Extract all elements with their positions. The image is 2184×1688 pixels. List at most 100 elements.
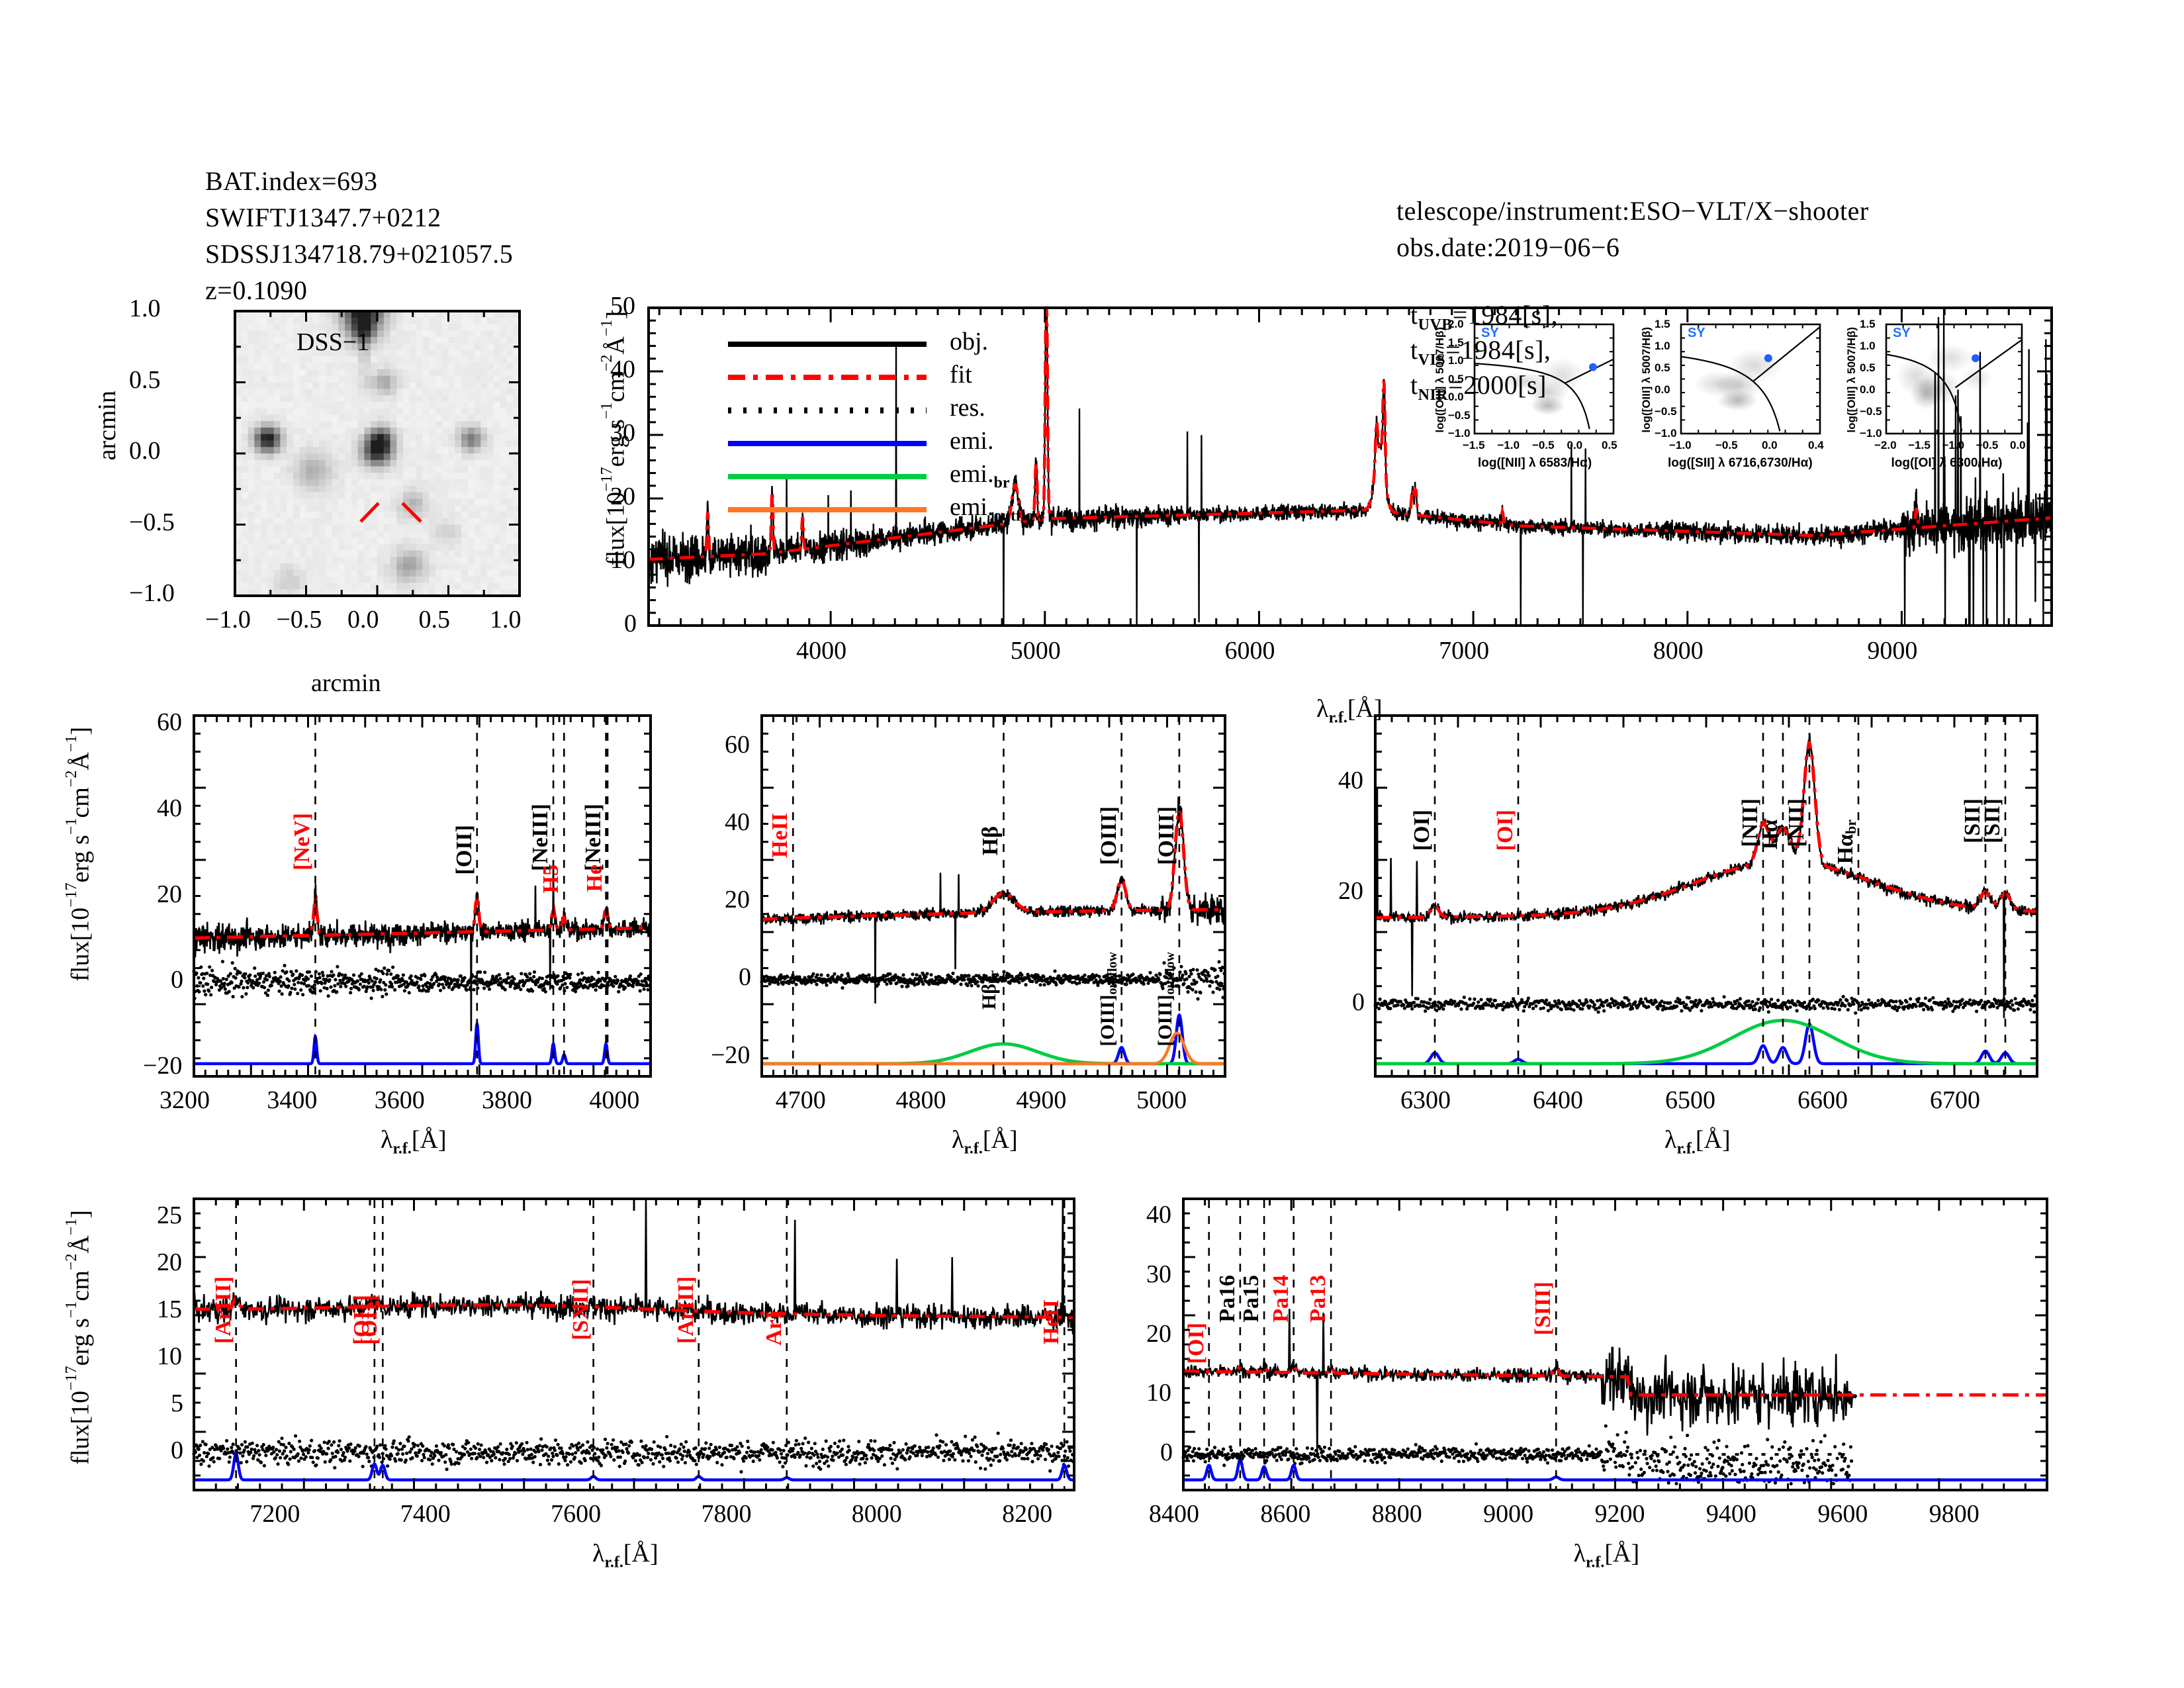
zoom-residual-dots	[1181, 1424, 1854, 1485]
zoom-ytick: 60	[725, 730, 750, 759]
zoom-residual-dots	[192, 960, 652, 1000]
zoom-xtick: 4000	[589, 1086, 640, 1114]
line-label: H5	[539, 865, 564, 893]
exp-vis-sub: VIS	[1418, 352, 1446, 369]
zoom-xlabel: λr.f.[Å]	[381, 1125, 447, 1158]
redshift: z=0.1090	[205, 275, 308, 305]
main-xtick: 9000	[1867, 637, 1918, 665]
bpt-xlabel: log([NII] λ 6583/Hα)	[1478, 456, 1592, 470]
xlabel-unit: [Å]	[1604, 1540, 1640, 1568]
line-label: [SII]	[1980, 798, 2005, 843]
xlabel-unit: [Å]	[982, 1126, 1018, 1154]
bpt-seyfert-liner-line	[1752, 326, 1820, 382]
zoom-panel-hbeta	[760, 714, 1227, 1078]
zoom-ytick: 20	[1146, 1319, 1171, 1348]
dss-xtick: −0.5	[276, 606, 322, 633]
zoom-ytick: 40	[1338, 766, 1363, 794]
zoom-xtick: 8200	[1002, 1500, 1053, 1528]
zoom-panel-halpha	[1373, 714, 2039, 1078]
zoom-ytick: −20	[143, 1052, 183, 1080]
line-label-text: Pa16	[1214, 1275, 1240, 1323]
zoom-xtick: 3800	[482, 1086, 533, 1114]
line-label-text: HeII	[1039, 1299, 1064, 1344]
zoom-residual-dots	[1373, 994, 2038, 1015]
sdss-name: SDSSJ134718.79+021057.5	[205, 239, 514, 269]
bpt-ytick: 0.0	[1655, 383, 1670, 396]
line-label: Pa15	[1239, 1275, 1264, 1323]
zoom-xtick: 9800	[1929, 1500, 1979, 1528]
zoom-ytick: 10	[157, 1342, 182, 1371]
bpt-class-label: SY	[1893, 326, 1911, 340]
main-ytick: 10	[610, 546, 635, 574]
zoom-obj-trace	[1374, 733, 2038, 1019]
main-xtick: 7000	[1439, 637, 1490, 665]
line-label: HeII	[768, 813, 793, 858]
main-spectrum-panel	[635, 301, 2065, 659]
zoom-ytick: 20	[157, 880, 182, 908]
zoom-xtick: 6400	[1533, 1086, 1583, 1114]
zoom-ytick: 40	[1146, 1200, 1171, 1229]
line-label-text: [ArIII]	[210, 1276, 236, 1344]
line-label: [OIII]	[1154, 806, 1179, 865]
line-label: Hβ	[978, 826, 1003, 855]
line-label: [ArIII]	[674, 1276, 699, 1344]
bpt-seyfert-liner-line	[1954, 339, 2022, 389]
line-label: [OI]	[1410, 810, 1435, 851]
zoom-panel-nir1	[192, 1197, 1076, 1492]
zoom-ylabel: flux[10−17erg s−1cm−2Å−1]	[63, 1210, 95, 1465]
zoom-panel-frame	[1374, 714, 2038, 1078]
legend-label: res.	[950, 394, 985, 422]
xlabel-lambda: λ	[1664, 1126, 1677, 1154]
zoom-xtick: 7400	[400, 1500, 451, 1528]
zoom-emi-narrow	[194, 1019, 651, 1066]
line-label: [NeV]	[290, 813, 315, 870]
zoom-xtick: 7600	[551, 1500, 602, 1528]
zoom-xtick: 8400	[1149, 1500, 1199, 1528]
line-label-text: [SII]	[1980, 798, 2005, 844]
zoom-ytick: 0	[1352, 988, 1365, 1016]
xlabel-sub: r.f.	[604, 1554, 623, 1571]
bpt-ytick: −0.5	[1860, 405, 1882, 418]
line-label-text: Hβ	[978, 826, 1003, 856]
line-label: Hαbr	[1833, 820, 1860, 864]
legend-item-res: res.	[950, 393, 985, 422]
ylabel-e1: −1	[598, 402, 615, 420]
zoom-emi-outflow	[762, 1031, 1225, 1066]
bpt-xtick: −1.0	[1497, 439, 1520, 451]
bpt-ylabel: log([OIII] λ 5007/Hβ)	[1433, 327, 1446, 433]
exp-vis-val: =1984[s],	[1445, 335, 1551, 365]
bpt-xtick: 0.0	[1567, 439, 1583, 451]
ylabel-e3: −1	[598, 319, 615, 337]
zoom-panel-frame	[760, 714, 1226, 1078]
main-xtick: 8000	[1653, 637, 1704, 665]
bpt-xtick: −2.0	[1874, 439, 1897, 451]
xlabel-lambda: λ	[592, 1540, 605, 1568]
zoom-xtick: 6300	[1400, 1086, 1451, 1114]
dss-ytick: 0.0	[129, 437, 161, 465]
line-label-sub: br	[1842, 820, 1859, 834]
zoom-obj-trace	[193, 1198, 1075, 1335]
bpt-xtick: −1.5	[1463, 439, 1485, 451]
line-label: HeII	[1039, 1299, 1064, 1344]
zoom-ytick: 60	[157, 708, 182, 736]
line-label: [SIII]	[1531, 1282, 1556, 1335]
bpt-ytick: 0.5	[1655, 361, 1670, 374]
zoom-panel-frame	[193, 714, 652, 1078]
legend-item-emi: emi.br	[950, 459, 1009, 492]
line-label-text: [OI]	[1410, 810, 1434, 851]
dss-ytick: −1.0	[129, 579, 175, 607]
exp-vis-t: t	[1410, 335, 1418, 365]
zoom-ytick: 15	[157, 1295, 182, 1324]
zoom-xtick: 3600	[374, 1086, 425, 1114]
bpt-ytick: 1.0	[1860, 340, 1876, 352]
zoom-panel-frame	[193, 1197, 1075, 1491]
bpt-ytick: −0.5	[1655, 405, 1677, 418]
zoom-xtick: 9600	[1817, 1500, 1868, 1528]
line-label: [OIII]	[1097, 806, 1122, 865]
bpt-ytick: −1.0	[1448, 427, 1471, 440]
main-xlabel: λr.f.[Å]	[1304, 665, 1383, 727]
line-label: ArI	[762, 1311, 787, 1346]
legend-label: emi.	[950, 427, 994, 455]
bpt-ytick: 1.5	[1655, 318, 1670, 330]
legend-item-emi: emi.outflow	[950, 492, 1045, 526]
